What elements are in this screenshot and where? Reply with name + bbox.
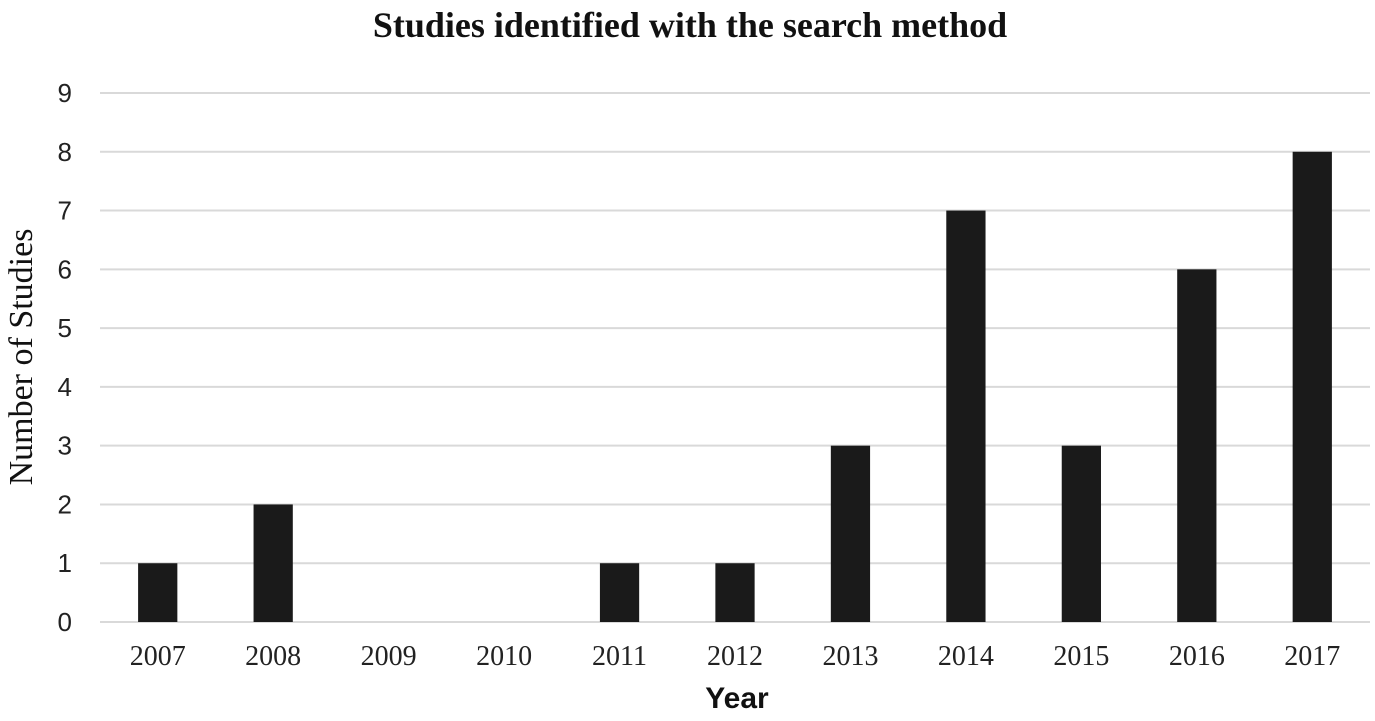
bar-2008 [253,504,293,622]
y-tick-label: 4 [58,372,72,402]
x-tick-label: 2007 [130,641,186,672]
x-tick-label: 2015 [1053,641,1109,672]
bars [138,151,1332,623]
bar-2014 [946,210,986,623]
y-tick-label: 6 [58,254,72,284]
y-tick-label: 8 [58,137,72,167]
bar-2012 [715,563,755,622]
bar-2007 [138,563,178,622]
y-tick-label: 2 [58,489,72,519]
bar-2015 [1061,445,1101,622]
y-tick-label: 9 [58,78,72,108]
y-tick-label: 7 [58,196,72,226]
x-tick-label: 2016 [1169,641,1225,672]
y-tick-label: 1 [58,548,72,578]
x-tick-label: 2011 [592,641,647,672]
y-tick-label: 0 [58,607,72,637]
y-tick-label: 5 [58,313,72,343]
x-tick-label: 2008 [245,641,301,672]
bar-2011 [599,563,640,622]
x-tick-label: 2010 [476,641,532,672]
x-axis-ticks: 2007 2008 2009 2010 2011 2012 2013 2014 2015 2016… [130,641,1341,672]
bar-2013 [830,445,871,622]
x-tick-label: 2012 [707,641,763,672]
y-tick-label: 3 [58,431,72,461]
x-tick-label: 2013 [822,641,878,672]
bar-2016 [1177,269,1217,622]
bar-2017 [1292,151,1332,622]
y-axis-label: Number of Studies [3,229,40,486]
chart-title: Studies identified with the search metho… [373,5,1007,45]
y-axis-ticks: 0 1 2 3 4 5 6 7 8 9 [58,78,72,637]
x-tick-label: 2017 [1284,641,1340,672]
x-tick-label: 2009 [361,641,417,672]
x-axis-label: Year [705,682,769,715]
x-tick-label: 2014 [938,641,994,672]
gridlines [100,92,1370,623]
